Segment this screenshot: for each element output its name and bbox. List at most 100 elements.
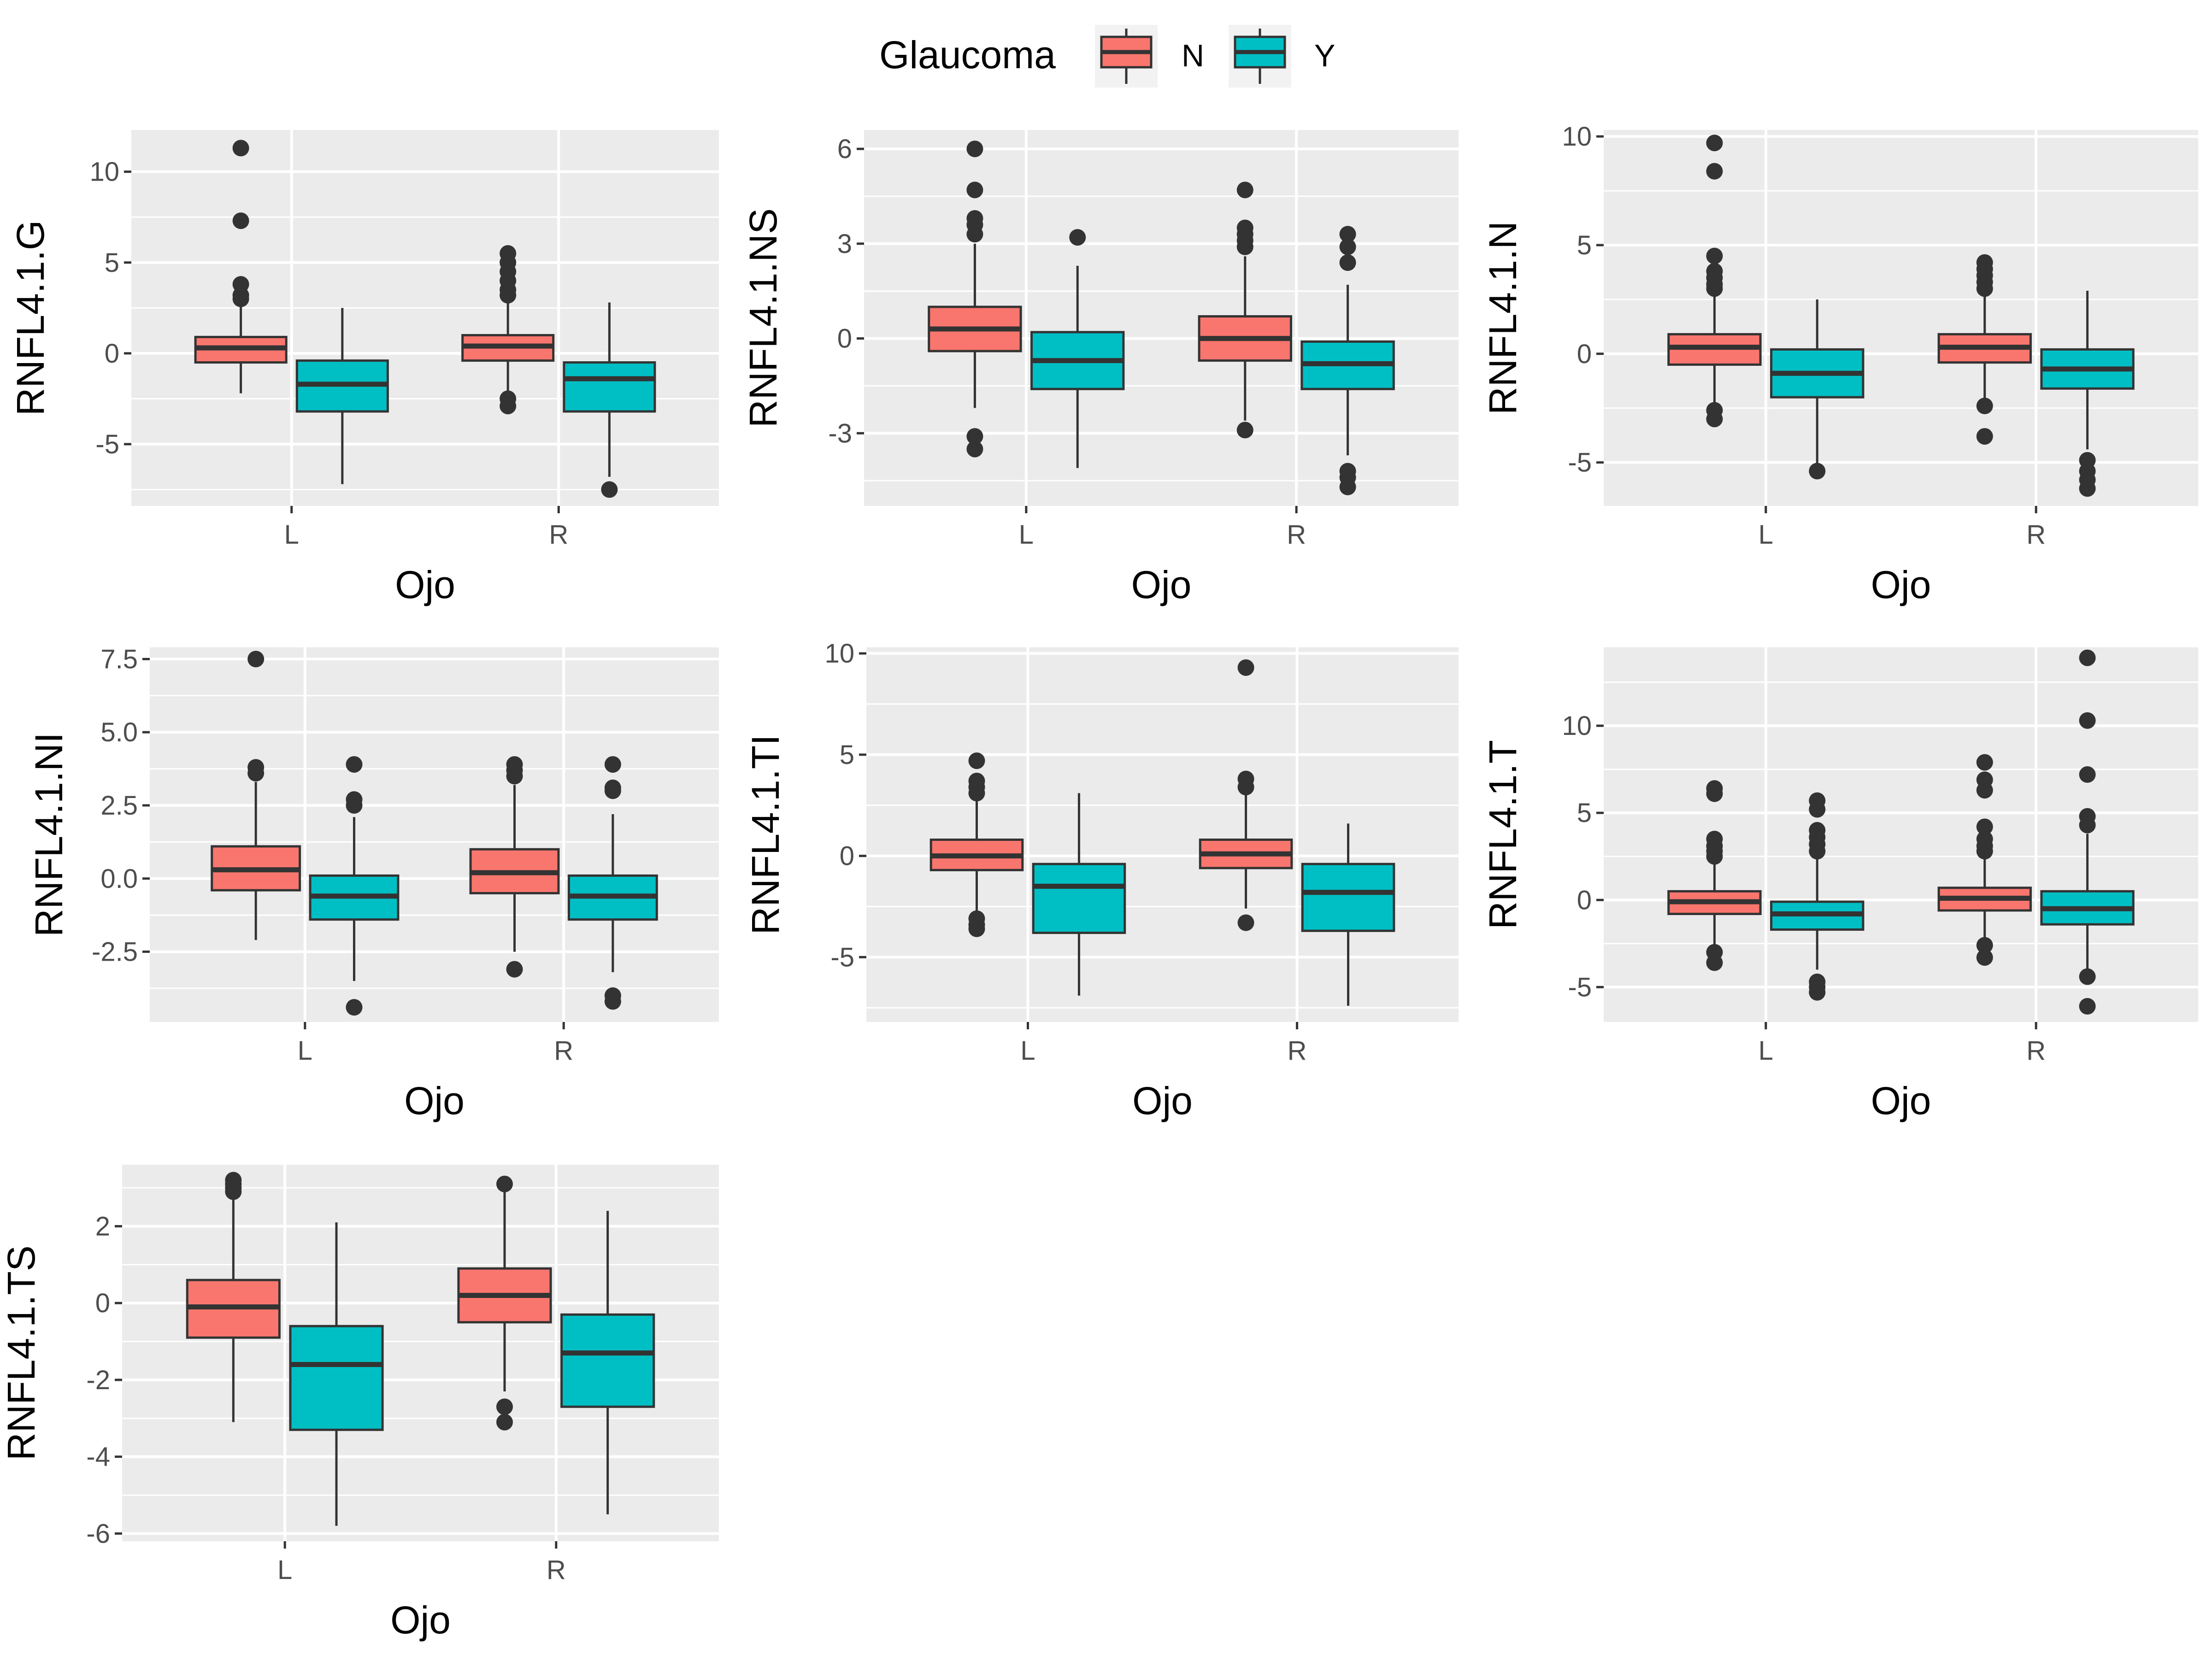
box-R-N — [457, 1175, 552, 1431]
panel-background — [131, 130, 719, 506]
box-L-Y — [1770, 792, 1865, 1001]
outlier-point — [968, 920, 985, 937]
outlier-point — [1706, 135, 1723, 152]
outlier-point — [225, 1183, 242, 1200]
outlier-point — [1976, 428, 1993, 445]
outlier-point — [2079, 766, 2096, 783]
panel-background — [150, 647, 719, 1022]
box-L-Y — [1032, 793, 1126, 996]
outlier-point — [604, 993, 621, 1010]
outlier-point — [1706, 163, 1723, 180]
outlier-point — [1706, 247, 1723, 264]
y-tick-label: 0 — [1577, 885, 1592, 915]
y-axis-title: RNFL4.1.NS — [741, 208, 785, 428]
box-body — [1301, 863, 1395, 932]
x-tick-label-L: L — [277, 1555, 292, 1585]
outlier-point — [1706, 785, 1723, 802]
x-axis-title: Ojo — [1132, 1079, 1193, 1122]
outlier-point — [604, 756, 621, 773]
legend-label-Y: Y — [1314, 38, 1335, 73]
box-R-N — [1198, 182, 1292, 439]
outlier-point — [968, 785, 985, 802]
outlier-point — [496, 1414, 513, 1431]
y-tick-label: 10 — [1562, 122, 1592, 152]
box-R-Y — [2040, 649, 2135, 1015]
box-L-Y — [289, 1222, 384, 1526]
outlier-point — [1237, 779, 1254, 796]
box-body — [563, 361, 656, 413]
y-tick-label: -6 — [86, 1519, 110, 1549]
x-axis-title: Ojo — [395, 563, 455, 606]
outlier-point — [1976, 754, 1993, 771]
box-R-N — [1199, 659, 1293, 931]
x-axis-title: Ojo — [1131, 563, 1192, 606]
outlier-point — [506, 768, 523, 785]
outlier-point — [2079, 998, 2096, 1015]
y-tick-label: 0 — [840, 841, 854, 871]
outlier-point — [2079, 649, 2096, 666]
box-L-N — [928, 141, 1022, 458]
outlier-point — [346, 756, 363, 773]
outlier-point — [1069, 229, 1086, 246]
box-L-N — [930, 752, 1024, 937]
box-R-Y — [563, 302, 656, 498]
box-L-N — [194, 140, 288, 393]
box-L-Y — [1030, 229, 1125, 468]
y-tick-label: 0.0 — [100, 864, 138, 894]
outlier-point — [2079, 968, 2096, 985]
x-tick-label-R: R — [549, 520, 568, 550]
box-body — [1032, 863, 1126, 934]
outlier-point — [1809, 843, 1826, 860]
y-axis-title: RNFL4.1.NI — [27, 733, 71, 937]
x-axis-title: Ojo — [390, 1598, 451, 1642]
outlier-point — [232, 212, 249, 229]
y-tick-label: 3 — [837, 229, 852, 259]
x-tick-label-R: R — [554, 1036, 573, 1066]
panel-5: 10 5 0 -5 L R Ojo RNFL4.1.TI — [744, 639, 1459, 1122]
panel-6: 10 5 0 -5 L R Ojo RNFL4.1.T — [1481, 647, 2198, 1122]
outlier-point — [1976, 843, 1993, 860]
outlier-point — [500, 398, 517, 415]
legend-label-N: N — [1182, 38, 1204, 73]
box-R-Y — [1300, 226, 1395, 495]
box-L-Y — [1770, 299, 1865, 480]
x-tick-label-L: L — [1759, 520, 1773, 550]
box-L-N — [1667, 780, 1762, 971]
y-tick-label: 5 — [840, 740, 854, 770]
y-axis-title: RNFL4.1.N — [1481, 221, 1524, 415]
x-tick-label-R: R — [547, 1555, 566, 1585]
legend-item-Y: Y — [1229, 25, 1335, 88]
box-R-N — [1937, 754, 2032, 966]
x-tick-label-R: R — [1288, 1036, 1307, 1066]
y-tick-label: 10 — [824, 639, 854, 669]
outlier-point — [1237, 659, 1254, 676]
y-tick-label: 5 — [1577, 798, 1592, 828]
panel-2: 6 3 0 -3 L R Ojo RNFL4.1.NS — [741, 130, 1459, 606]
outlier-point — [247, 765, 265, 782]
outlier-point — [232, 290, 249, 307]
outlier-point — [1976, 398, 1993, 415]
legend: Glaucoma N Y — [879, 25, 1335, 88]
box-R-Y — [2040, 291, 2135, 497]
panel-background — [1604, 130, 2198, 506]
outlier-point — [966, 428, 983, 445]
box-R-Y — [1301, 823, 1395, 1006]
outlier-point — [1976, 280, 1993, 297]
x-tick-label-L: L — [1759, 1036, 1773, 1066]
outlier-point — [1339, 238, 1356, 255]
panel-3: 10 5 0 -5 L R Ojo RNFL4.1.N — [1481, 122, 2198, 606]
outlier-point — [966, 182, 983, 199]
outlier-point — [506, 961, 523, 978]
outlier-point — [1236, 182, 1253, 199]
y-tick-label: 7.5 — [100, 644, 138, 674]
box-L-N — [186, 1172, 281, 1422]
box-body — [289, 1325, 384, 1431]
box-L-Y — [309, 756, 400, 1016]
outlier-point — [1706, 280, 1723, 297]
box-body — [560, 1313, 655, 1408]
outlier-point — [346, 999, 363, 1016]
y-tick-label: 5 — [105, 248, 119, 278]
y-tick-label: -2.5 — [92, 937, 138, 967]
